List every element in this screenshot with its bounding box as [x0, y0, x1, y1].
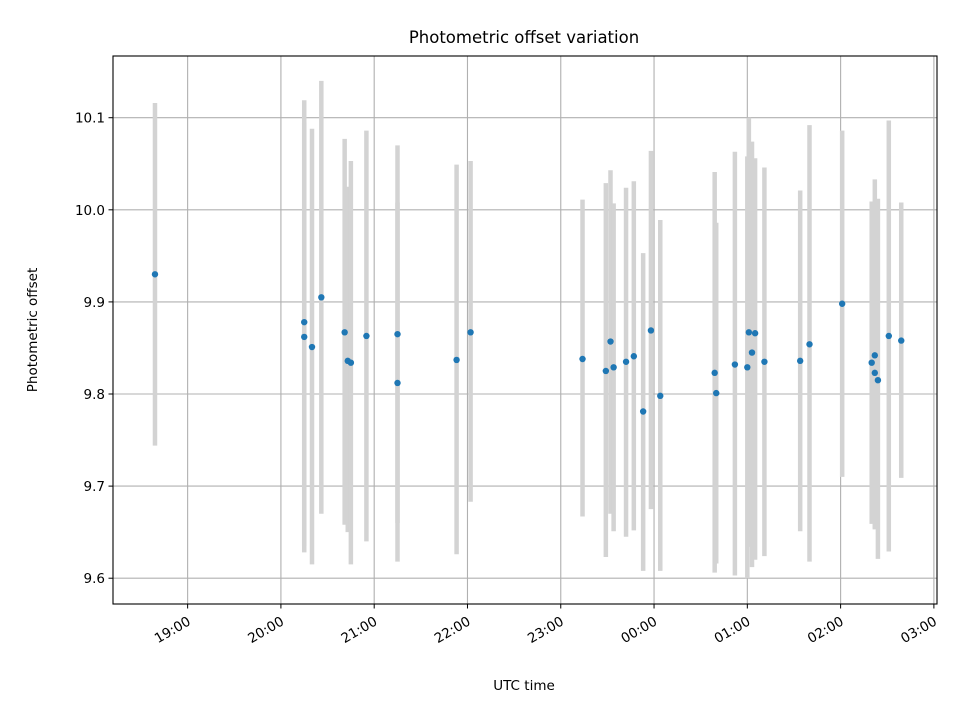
data-point [657, 392, 664, 400]
errorbar-layer [152, 80, 904, 579]
data-point [898, 337, 905, 344]
data-point [745, 329, 753, 336]
data-point [868, 359, 875, 366]
data-point [744, 364, 751, 371]
y-tick-label: 9.9 [84, 295, 105, 311]
y-tick-label: 9.8 [84, 387, 105, 403]
x-tick-label: 23:00 [525, 614, 567, 647]
data-point [874, 376, 882, 384]
x-tick-label: 20:00 [245, 614, 287, 647]
data-point [630, 353, 638, 360]
data-point [453, 356, 460, 364]
x-axis-label: UTC time [493, 678, 555, 694]
y-tick-label: 9.7 [84, 479, 105, 495]
data-point [796, 357, 804, 365]
data-point [751, 330, 759, 337]
y-tick-label: 10.1 [75, 111, 105, 127]
data-point [610, 364, 617, 371]
data-point [363, 332, 370, 340]
data-point [318, 294, 325, 301]
data-point [467, 329, 474, 336]
y-tick-label: 9.6 [84, 571, 105, 587]
data-point [639, 408, 647, 415]
grid-layer [113, 56, 937, 604]
data-point [347, 359, 355, 366]
data-point [647, 327, 655, 334]
x-tick-label: 21:00 [338, 614, 380, 647]
data-point [713, 389, 720, 397]
data-point [748, 349, 756, 356]
data-point [871, 369, 879, 377]
data-point [731, 361, 739, 368]
data-point [711, 369, 718, 377]
x-tick-label: 01:00 [712, 614, 754, 647]
data-point [151, 271, 159, 278]
data-point [622, 358, 630, 365]
data-point [308, 343, 316, 351]
y-tick-label: 10.0 [75, 203, 105, 219]
x-tick-label: 19:00 [152, 614, 194, 647]
data-point [761, 358, 768, 365]
data-point [301, 318, 308, 326]
data-point [394, 330, 401, 338]
chart-title: Photometric offset variation [409, 28, 639, 47]
plot-frame [112, 55, 938, 605]
data-point [838, 300, 846, 307]
data-point [602, 367, 610, 375]
data-point [579, 355, 586, 363]
data-point [301, 333, 308, 341]
x-tick-label: 02:00 [805, 614, 847, 647]
x-tick-label: 22:00 [432, 614, 474, 647]
point-layer [151, 271, 905, 415]
data-point [885, 332, 893, 340]
data-point [341, 329, 348, 336]
data-point [871, 352, 879, 359]
x-tick-label: 00:00 [618, 614, 660, 647]
x-tick-label: 03:00 [898, 614, 940, 647]
data-point [607, 338, 614, 345]
data-point [806, 341, 813, 348]
y-axis-label: Photometric offset [25, 268, 41, 392]
data-point [394, 379, 401, 387]
